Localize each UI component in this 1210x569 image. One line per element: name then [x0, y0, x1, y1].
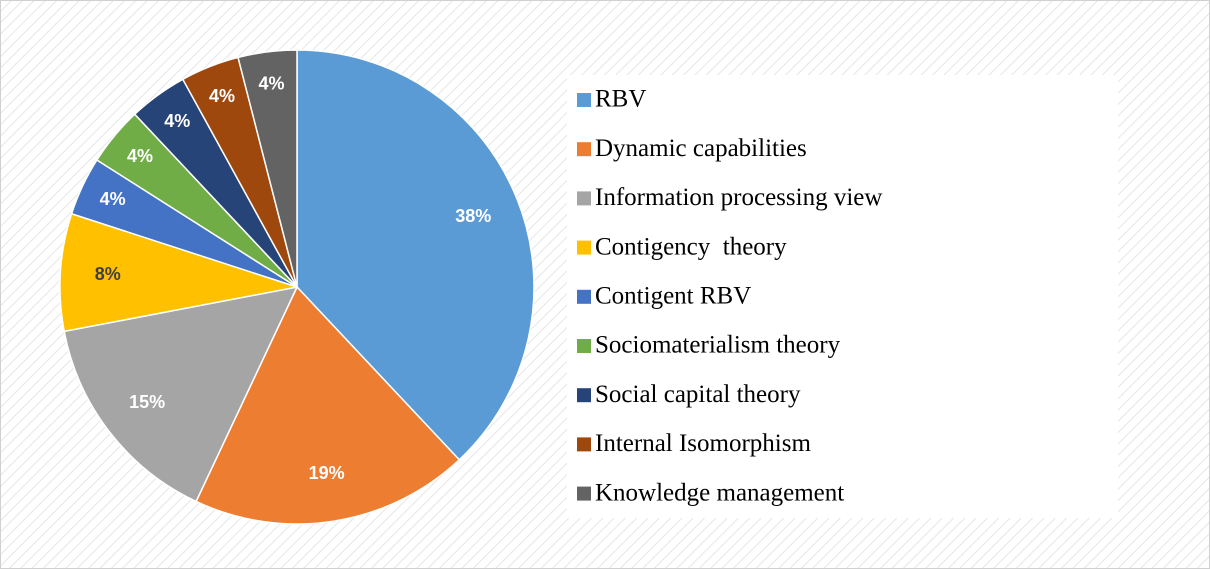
legend-label: Dynamic capabilities: [595, 135, 807, 162]
legend-label: Internal Isomorphism: [595, 430, 811, 457]
legend-swatch: [577, 486, 591, 501]
legend-swatch: [577, 240, 591, 255]
data-label: 19%: [309, 463, 345, 483]
data-label: 4%: [258, 74, 284, 94]
pie-slice: [237, 49, 298, 288]
data-label: 4%: [100, 189, 126, 209]
pie-slice: [296, 49, 535, 461]
data-label: 15%: [129, 392, 165, 412]
legend-label: Sociomaterialism theory: [595, 332, 841, 359]
legend-swatch: [577, 289, 591, 304]
legend-label: Knowledge management: [595, 479, 844, 506]
pie-slice: [195, 285, 461, 525]
legend-swatch: [577, 142, 591, 157]
pie-slice: [63, 285, 299, 503]
data-label: 4%: [209, 86, 235, 106]
legend-label: Contigent RBV: [595, 283, 751, 310]
legend-label: Contigency theory: [595, 233, 787, 260]
legend-swatch: [577, 388, 591, 403]
legend-swatch: [577, 437, 591, 452]
legend-box: [567, 75, 1118, 518]
data-label: 4%: [164, 111, 190, 131]
legend-label: Information processing view: [595, 184, 882, 211]
legend-swatch: [577, 191, 591, 206]
legend-label: RBV: [595, 86, 646, 113]
legend-swatch: [577, 93, 591, 107]
legend-swatch: [577, 339, 591, 353]
data-label: 38%: [455, 206, 491, 226]
pie-slice: [59, 212, 298, 333]
legend-label: Social capital theory: [595, 381, 801, 408]
data-label: 4%: [127, 146, 153, 166]
data-label: 8%: [95, 264, 121, 284]
